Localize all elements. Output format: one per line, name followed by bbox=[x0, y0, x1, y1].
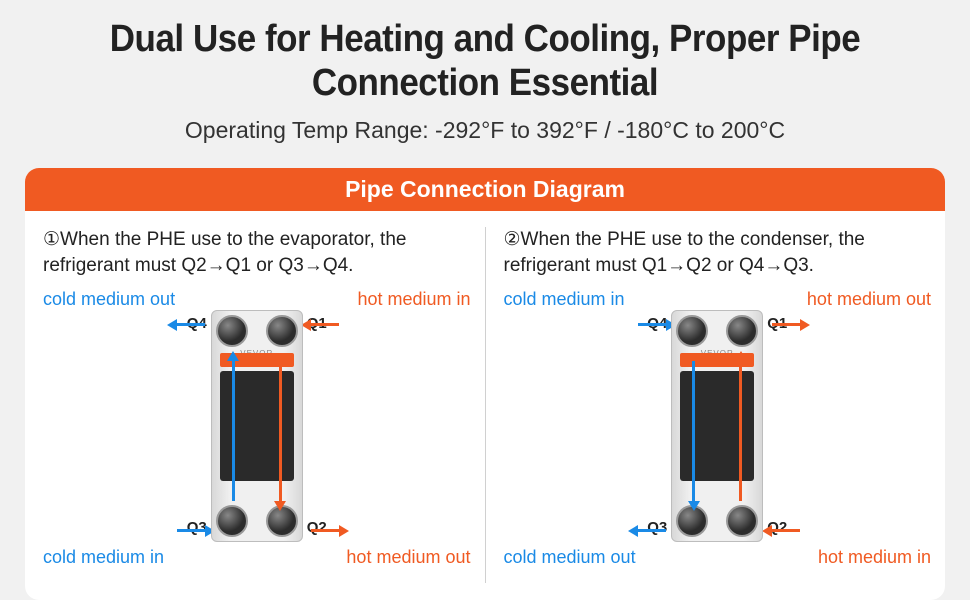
right-diagram: cold medium in hot medium out cold mediu… bbox=[504, 285, 932, 575]
port-q4 bbox=[216, 315, 248, 347]
heat-exchanger-device: VEVOR bbox=[211, 310, 303, 542]
heat-exchanger-device: VEVOR bbox=[671, 310, 763, 542]
label-hot-out: hot medium out bbox=[346, 547, 470, 568]
label-hot-in: hot medium in bbox=[818, 547, 931, 568]
port-label-q2: Q2 bbox=[307, 519, 327, 536]
diagram-card: Pipe Connection Diagram ①When the PHE us… bbox=[25, 168, 945, 600]
port-label-q3: Q3 bbox=[647, 519, 667, 536]
port-q1 bbox=[266, 315, 298, 347]
label-hot-in: hot medium in bbox=[357, 289, 470, 310]
inner-arrow-cold bbox=[232, 361, 235, 501]
card-header: Pipe Connection Diagram bbox=[25, 168, 945, 211]
left-diagram: cold medium out hot medium in cold mediu… bbox=[43, 285, 471, 575]
label-cold-out: cold medium out bbox=[43, 289, 175, 310]
port-q1 bbox=[726, 315, 758, 347]
inner-arrow-hot bbox=[279, 361, 282, 501]
right-column: ②When the PHE use to the condenser, the … bbox=[486, 211, 946, 599]
label-cold-in: cold medium in bbox=[504, 289, 625, 310]
page-title: Dual Use for Heating and Cooling, Proper… bbox=[62, 18, 908, 105]
label-hot-out: hot medium out bbox=[807, 289, 931, 310]
inner-arrow-hot bbox=[739, 361, 742, 501]
columns: ①When the PHE use to the evaporator, the… bbox=[25, 211, 945, 599]
port-q2 bbox=[726, 505, 758, 537]
right-description: ②When the PHE use to the condenser, the … bbox=[504, 227, 932, 278]
port-q4 bbox=[676, 315, 708, 347]
label-cold-out: cold medium out bbox=[504, 547, 636, 568]
subtitle: Operating Temp Range: -292°F to 392°F / … bbox=[25, 117, 945, 144]
inner-arrow-cold bbox=[692, 361, 695, 501]
left-description: ①When the PHE use to the evaporator, the… bbox=[43, 227, 471, 278]
label-cold-in: cold medium in bbox=[43, 547, 164, 568]
port-q3 bbox=[216, 505, 248, 537]
left-column: ①When the PHE use to the evaporator, the… bbox=[25, 211, 485, 599]
port-label-q3: Q3 bbox=[187, 519, 207, 536]
